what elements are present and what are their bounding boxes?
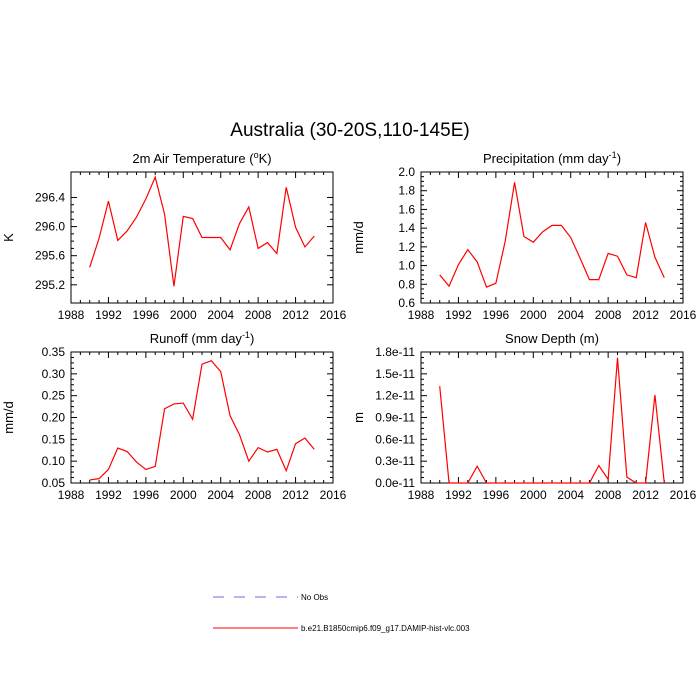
y-tick-label: 1.8: [398, 184, 415, 198]
y-axis-label: m: [351, 412, 366, 423]
x-tick-label: 2016: [320, 308, 347, 322]
y-tick-label: 0.30: [42, 367, 66, 381]
x-tick-label: 2000: [170, 308, 197, 322]
x-tick-label: 2004: [207, 488, 234, 502]
x-tick-label: 1992: [95, 488, 122, 502]
chart-title-main: Precipitation (mm day: [483, 151, 609, 166]
x-tick-label: 2008: [595, 308, 622, 322]
x-tick-label: 2000: [170, 488, 197, 502]
y-tick-label: 0.6e-11: [375, 432, 415, 446]
x-tick-label: 1988: [408, 308, 435, 322]
y-tick-label: 0.15: [42, 432, 66, 446]
series-line: [439, 182, 665, 288]
x-tick-label: 2004: [557, 488, 584, 502]
x-tick-label: 1988: [408, 488, 435, 502]
x-tick-label: 2016: [320, 488, 347, 502]
chart-title-main: Snow Depth (m): [505, 331, 599, 346]
x-tick-label: 1996: [133, 308, 160, 322]
x-tick-label: 2012: [632, 308, 659, 322]
y-axis-label: mm/d: [1, 401, 16, 434]
y-tick-label: 0.0e-11: [375, 476, 415, 490]
chart-panel-1: Precipitation (mm day-1) 1988 1992 1996 2000…: [351, 150, 697, 322]
y-tick-label: 1.6: [398, 202, 415, 216]
y-tick-label: 0.25: [42, 389, 66, 403]
legend-label-no-obs: No Obs: [301, 593, 328, 602]
y-axis-label: mm/d: [351, 221, 366, 254]
y-tick-label: 296.4: [35, 190, 65, 204]
chart-title-superscript: o: [254, 150, 259, 160]
x-tick-label: 2000: [520, 488, 547, 502]
x-tick-label: 2004: [557, 308, 584, 322]
x-tick-label: 2012: [282, 488, 309, 502]
legend-label-model: b.e21.B1850cmip6.f09_g17.DAMIP-hist-vlc.…: [301, 624, 470, 633]
chart-title-end: K): [259, 151, 272, 166]
y-tick-label: 295.2: [35, 278, 65, 292]
y-tick-label: 1.8e-11: [375, 345, 415, 359]
x-tick-label: 1996: [133, 488, 160, 502]
y-tick-label: 0.10: [42, 454, 66, 468]
x-tick-label: 2016: [670, 308, 697, 322]
x-tick-label: 1992: [95, 308, 122, 322]
x-tick-label: 2008: [595, 488, 622, 502]
y-tick-label: 1.5e-11: [375, 367, 415, 381]
y-tick-label: 1.4: [398, 221, 415, 235]
plot-frame: [70, 351, 334, 484]
chart-panel-0: 2m Air Temperature (oK) 1988 1992 1996 2000 2…: [1, 150, 347, 322]
figure-title: Australia (30-20S,110-145E): [230, 120, 469, 141]
chart-title-superscript: -1: [242, 330, 250, 340]
chart-title-main: 2m Air Temperature (: [132, 151, 254, 166]
y-tick-label: 0.20: [42, 411, 66, 425]
x-tick-label: 2016: [670, 488, 697, 502]
chart-title: Runoff (mm day-1): [150, 330, 255, 346]
y-tick-label: 2.0: [398, 165, 415, 179]
chart-title-end: ): [250, 331, 254, 346]
y-tick-label: 0.8: [398, 277, 415, 291]
y-tick-label: 0.3e-11: [375, 454, 415, 468]
chart-title-end: ): [617, 151, 621, 166]
series-line: [89, 175, 315, 287]
y-tick-label: 296.0: [35, 220, 65, 234]
y-tick-label: 1.2: [398, 240, 415, 254]
x-tick-label: 2000: [520, 308, 547, 322]
chart-title: 2m Air Temperature (oK): [132, 150, 271, 166]
y-tick-label: 295.6: [35, 249, 65, 263]
x-tick-label: 1988: [58, 488, 85, 502]
chart-panel-3: Snow Depth (m) 1988 1992 1996 2000 2004 2008 20…: [351, 331, 697, 502]
chart-panel-2: Runoff (mm day-1) 1988 1992 1996 2000 2004 200…: [1, 330, 347, 502]
y-tick-label: 0.9e-11: [375, 411, 415, 425]
y-axis-label: K: [1, 233, 16, 242]
series-line: [439, 357, 665, 484]
plot-frame: [420, 171, 684, 304]
x-tick-label: 1992: [445, 308, 472, 322]
plot-frame: [420, 351, 684, 484]
x-tick-label: 1988: [58, 308, 85, 322]
x-tick-label: 2012: [282, 308, 309, 322]
y-tick-label: 1.0: [398, 259, 415, 273]
x-tick-label: 2008: [245, 488, 272, 502]
chart-title: Precipitation (mm day-1): [483, 150, 621, 166]
x-tick-label: 2012: [632, 488, 659, 502]
y-tick-label: 0.35: [42, 345, 66, 359]
x-tick-label: 1992: [445, 488, 472, 502]
x-tick-label: 1996: [483, 308, 510, 322]
legend: No Obs b.e21.B1850cmip6.f09_g17.DAMIP-hi…: [213, 593, 470, 633]
chart-title-superscript: -1: [609, 150, 617, 160]
series-line: [89, 360, 315, 481]
x-tick-label: 2008: [245, 308, 272, 322]
y-tick-label: 0.05: [42, 476, 66, 490]
y-tick-label: 0.6: [398, 296, 415, 310]
x-tick-label: 1996: [483, 488, 510, 502]
x-tick-label: 2004: [207, 308, 234, 322]
y-tick-label: 1.2e-11: [375, 389, 415, 403]
chart-title-main: Runoff (mm day: [150, 331, 243, 346]
chart-title: Snow Depth (m): [505, 331, 599, 346]
